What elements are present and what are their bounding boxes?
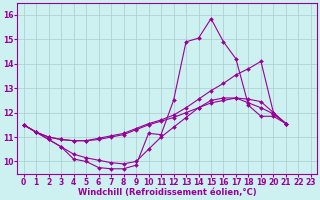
X-axis label: Windchill (Refroidissement éolien,°C): Windchill (Refroidissement éolien,°C) (78, 188, 257, 197)
